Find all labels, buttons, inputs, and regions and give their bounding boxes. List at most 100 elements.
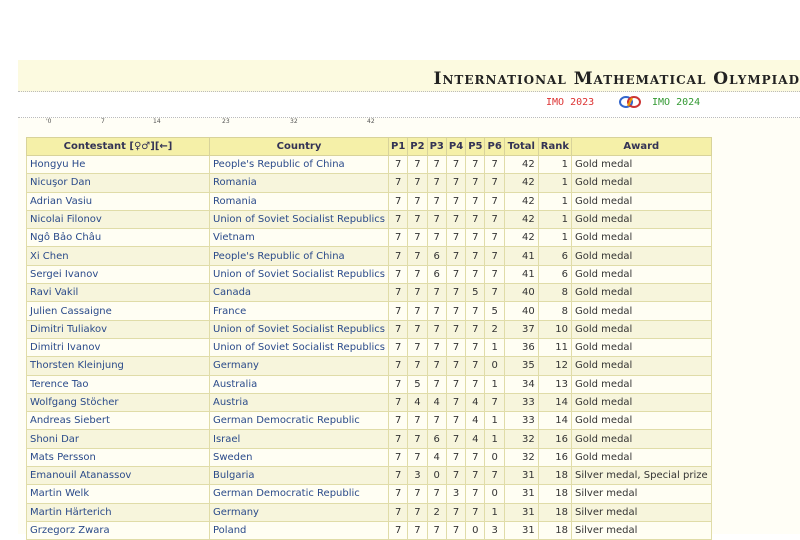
contestant-link[interactable]: Ravi Vakil <box>27 284 210 302</box>
p6-score: 2 <box>485 320 504 338</box>
contestant-link[interactable]: Martin Härterich <box>27 503 210 521</box>
p6-score: 7 <box>485 192 504 210</box>
country-link[interactable]: Germany <box>210 357 389 375</box>
p5-score: 7 <box>466 320 485 338</box>
country-link[interactable]: Poland <box>210 521 389 539</box>
country-link[interactable]: Union of Soviet Socialist Republics <box>210 210 389 228</box>
contestant-link[interactable]: Julien Cassaigne <box>27 302 210 320</box>
total-score: 40 <box>504 284 538 302</box>
contestant-link[interactable]: Xi Chen <box>27 247 210 265</box>
p1-score: 7 <box>389 229 408 247</box>
country-link[interactable]: Austria <box>210 393 389 411</box>
banner: International Mathematical Olympiad <box>18 60 800 92</box>
award: Gold medal <box>572 302 712 320</box>
country-link[interactable]: Israel <box>210 430 389 448</box>
p5-score: 7 <box>466 302 485 320</box>
p6-score: 7 <box>485 247 504 265</box>
contestant-link[interactable]: Sergei Ivanov <box>27 265 210 283</box>
column-header[interactable]: P2 <box>408 138 427 156</box>
column-header[interactable]: Award <box>572 138 712 156</box>
page-title: International Mathematical Olympiad <box>434 69 800 89</box>
score-tick: 14 <box>153 118 161 125</box>
award: Silver medal <box>572 503 712 521</box>
country-link[interactable]: France <box>210 302 389 320</box>
country-link[interactable]: Canada <box>210 284 389 302</box>
p6-score: 7 <box>485 210 504 228</box>
p2-score: 7 <box>408 302 427 320</box>
country-link[interactable]: Australia <box>210 375 389 393</box>
p5-score: 7 <box>466 375 485 393</box>
contestant-link[interactable]: Nicuşor Dan <box>27 174 210 192</box>
contestant-link[interactable]: Terence Tao <box>27 375 210 393</box>
country-link[interactable]: Union of Soviet Socialist Republics <box>210 265 389 283</box>
award: Gold medal <box>572 448 712 466</box>
contestant-link[interactable]: Nicolai Filonov <box>27 210 210 228</box>
contestant-link[interactable]: Andreas Siebert <box>27 412 210 430</box>
p4-score: 7 <box>446 503 465 521</box>
p6-score: 1 <box>485 412 504 430</box>
country-link[interactable]: Romania <box>210 174 389 192</box>
contestant-link[interactable]: Dimitri Ivanov <box>27 338 210 356</box>
p4-score: 7 <box>446 156 465 174</box>
prev-year-link[interactable]: IMO 2023 <box>546 97 594 108</box>
contestant-link[interactable]: Ngô Bảo Châu <box>27 229 210 247</box>
country-link[interactable]: People's Republic of China <box>210 156 389 174</box>
p3-score: 7 <box>427 412 446 430</box>
country-link[interactable]: Vietnam <box>210 229 389 247</box>
p4-score: 3 <box>446 485 465 503</box>
contestant-link[interactable]: Wolfgang Stöcher <box>27 393 210 411</box>
contestant-link[interactable]: Thorsten Kleinjung <box>27 357 210 375</box>
p6-score: 1 <box>485 430 504 448</box>
award: Gold medal <box>572 284 712 302</box>
award: Gold medal <box>572 338 712 356</box>
column-header[interactable]: Rank <box>538 138 571 156</box>
rank: 8 <box>538 284 571 302</box>
column-header[interactable]: Total <box>504 138 538 156</box>
column-header[interactable]: P3 <box>427 138 446 156</box>
country-link[interactable]: German Democratic Republic <box>210 412 389 430</box>
contestant-link[interactable]: Emanouil Atanassov <box>27 467 210 485</box>
country-link[interactable]: Bulgaria <box>210 467 389 485</box>
p6-score: 7 <box>485 467 504 485</box>
contestant-link[interactable]: Martin Welk <box>27 485 210 503</box>
contestant-link[interactable]: Grzegorz Zwara <box>27 521 210 539</box>
total-score: 32 <box>504 448 538 466</box>
next-year-link[interactable]: IMO 2024 <box>652 97 700 108</box>
p4-score: 7 <box>446 430 465 448</box>
contestant-link[interactable]: Adrian Vasiu <box>27 192 210 210</box>
column-header[interactable]: P4 <box>446 138 465 156</box>
country-link[interactable]: Germany <box>210 503 389 521</box>
p6-score: 1 <box>485 503 504 521</box>
contestant-link[interactable]: Hongyu He <box>27 156 210 174</box>
column-header[interactable]: P5 <box>466 138 485 156</box>
column-header[interactable]: Country <box>210 138 389 156</box>
column-header[interactable]: P1 <box>389 138 408 156</box>
country-link[interactable]: People's Republic of China <box>210 247 389 265</box>
contestant-link[interactable]: Dimitri Tuliakov <box>27 320 210 338</box>
p5-score: 7 <box>466 247 485 265</box>
column-header[interactable]: Contestant [♀♂][←] <box>27 138 210 156</box>
p3-score: 7 <box>427 156 446 174</box>
country-link[interactable]: German Democratic Republic <box>210 485 389 503</box>
column-header[interactable]: P6 <box>485 138 504 156</box>
total-score: 31 <box>504 503 538 521</box>
rank: 16 <box>538 430 571 448</box>
contestant-link[interactable]: Mats Persson <box>27 448 210 466</box>
p5-score: 7 <box>466 448 485 466</box>
country-link[interactable]: Union of Soviet Socialist Republics <box>210 338 389 356</box>
p2-score: 7 <box>408 174 427 192</box>
p4-score: 7 <box>446 448 465 466</box>
p1-score: 7 <box>389 485 408 503</box>
score-tick: 32 <box>290 118 298 125</box>
p1-score: 7 <box>389 265 408 283</box>
p3-score: 2 <box>427 503 446 521</box>
award: Gold medal <box>572 412 712 430</box>
country-link[interactable]: Sweden <box>210 448 389 466</box>
country-link[interactable]: Union of Soviet Socialist Republics <box>210 320 389 338</box>
contestant-link[interactable]: Shoni Dar <box>27 430 210 448</box>
country-link[interactable]: Romania <box>210 192 389 210</box>
